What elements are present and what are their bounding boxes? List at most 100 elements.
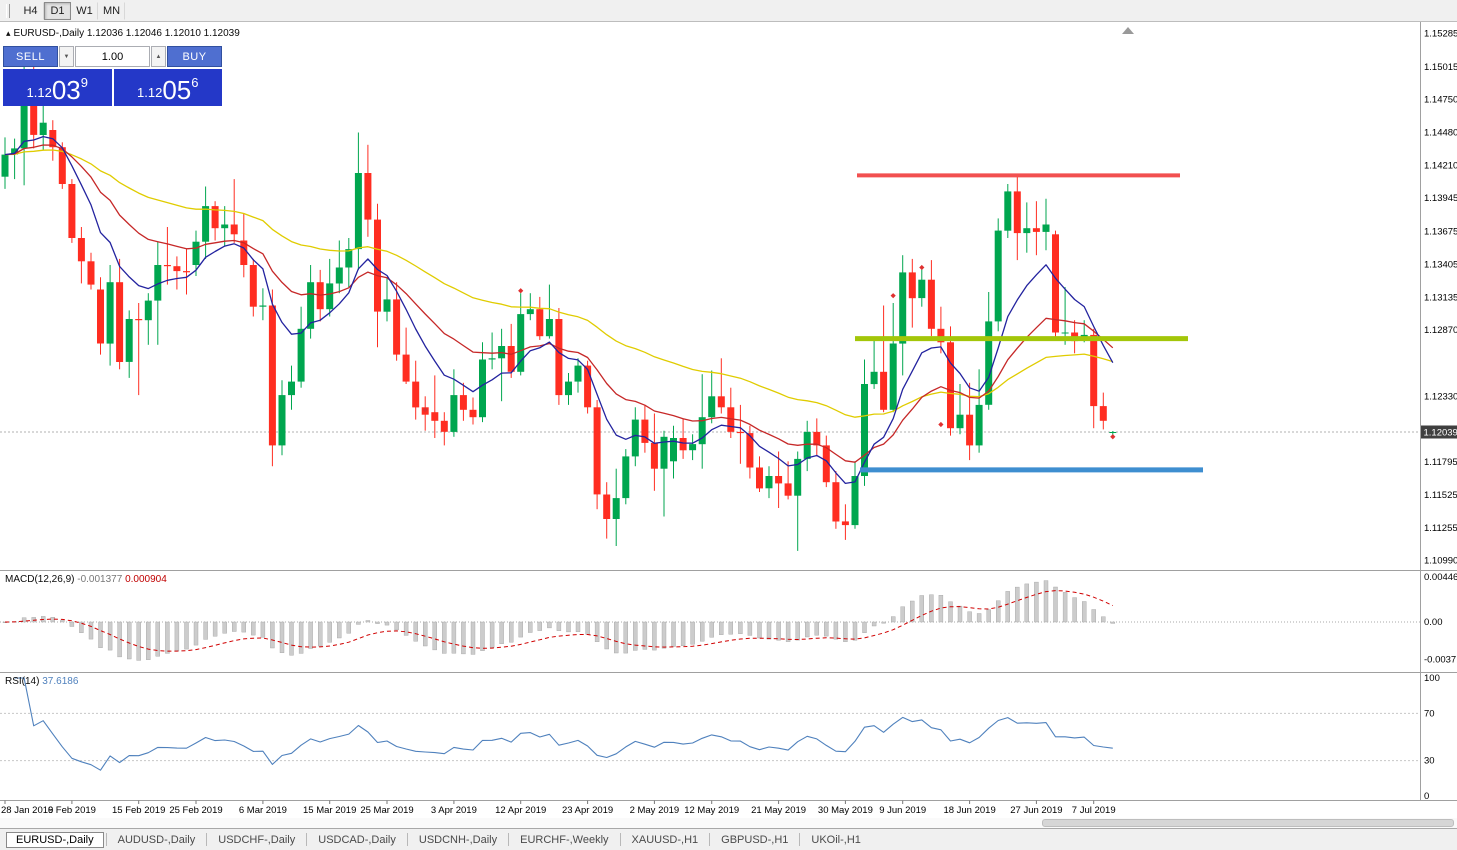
svg-text:12 Apr 2019: 12 Apr 2019 — [495, 805, 546, 816]
tab-usdchf-daily[interactable]: USDCHF-,Daily — [218, 833, 296, 846]
tab-usdcnh-daily[interactable]: USDCNH-,Daily — [418, 833, 498, 846]
svg-text:3 Apr 2019: 3 Apr 2019 — [431, 805, 477, 816]
bid-price-prefix: 1.12 — [26, 85, 52, 100]
svg-text:0.004465: 0.004465 — [1424, 572, 1457, 583]
chart-symbol-title: EURUSD-,Daily — [13, 28, 85, 39]
timeframe-mn-button[interactable]: MN — [98, 1, 125, 20]
svg-text:1.15285: 1.15285 — [1424, 29, 1457, 40]
svg-text:2 May 2019: 2 May 2019 — [630, 805, 680, 816]
svg-text:6 Mar 2019: 6 Mar 2019 — [239, 805, 287, 816]
timeframe-d1-button[interactable]: D1 — [44, 1, 71, 20]
macd-signal-value: 0.000904 — [125, 574, 167, 585]
ma-fast-line — [4, 135, 1114, 485]
volume-input[interactable] — [75, 46, 150, 67]
tab-ukoil-h1[interactable]: UKOil-,H1 — [811, 833, 861, 846]
ma-mid-line — [4, 144, 1114, 463]
timeframe-h4-button[interactable]: H4 — [17, 1, 44, 20]
tab-separator — [709, 833, 711, 846]
svg-text:70: 70 — [1424, 708, 1435, 719]
svg-text:1.12870: 1.12870 — [1424, 325, 1457, 336]
svg-text:12 May 2019: 12 May 2019 — [684, 805, 739, 816]
rsi-indicator-label: RSI(14) 37.6186 — [5, 676, 78, 687]
chart-tabs-bar: EURUSD-,Daily AUDUSD-,Daily USDCHF-,Dail… — [0, 828, 1457, 850]
svg-text:27 Jun 2019: 27 Jun 2019 — [1010, 805, 1062, 816]
svg-text:1.14750: 1.14750 — [1424, 94, 1457, 105]
chart-shift-marker-icon[interactable] — [1122, 27, 1134, 34]
timeframe-toolbar: H4 D1 W1 MN — [0, 0, 1457, 22]
rsi-value: 37.6186 — [42, 676, 79, 687]
svg-text:28 Jan 2019: 28 Jan 2019 — [1, 805, 53, 816]
svg-text:15 Mar 2019: 15 Mar 2019 — [303, 805, 356, 816]
svg-text:1.14210: 1.14210 — [1424, 161, 1457, 172]
ask-price-prefix: 1.12 — [137, 85, 163, 100]
svg-text:23 Apr 2019: 23 Apr 2019 — [562, 805, 613, 816]
tab-separator — [105, 833, 107, 846]
svg-text:21 May 2019: 21 May 2019 — [751, 805, 806, 816]
svg-text:1.11255: 1.11255 — [1424, 523, 1457, 534]
svg-text:1.12330: 1.12330 — [1424, 391, 1457, 402]
svg-text:15 Feb 2019: 15 Feb 2019 — [112, 805, 165, 816]
timeframe-w1-button[interactable]: W1 — [71, 1, 98, 20]
svg-text:25 Feb 2019: 25 Feb 2019 — [169, 805, 222, 816]
svg-text:-0.003715: -0.003715 — [1424, 655, 1457, 666]
bid-quote-box[interactable]: 1.12 03 9 — [3, 69, 112, 106]
macd-name: MACD(12,26,9) — [5, 574, 75, 585]
svg-text:30: 30 — [1424, 756, 1435, 767]
svg-text:1.11795: 1.11795 — [1424, 457, 1457, 468]
candles — [1, 51, 1117, 551]
volume-increase-icon[interactable]: ▲ — [151, 46, 166, 67]
scrollbar-thumb[interactable] — [1042, 819, 1454, 827]
svg-text:1.13945: 1.13945 — [1424, 193, 1457, 204]
tab-separator — [508, 833, 510, 846]
svg-text:0: 0 — [1424, 791, 1429, 802]
tab-audusd-daily[interactable]: AUDUSD-,Daily — [117, 833, 196, 846]
svg-text:9 Jun 2019: 9 Jun 2019 — [879, 805, 926, 816]
price-axis[interactable]: 1.15285 1.15015 1.14750 1.14480 1.14210 1.139… — [1420, 22, 1457, 802]
tab-gbpusd-h1[interactable]: GBPUSD-,H1 — [721, 833, 789, 846]
macd-panel — [0, 580, 1420, 661]
svg-text:18 Jun 2019: 18 Jun 2019 — [943, 805, 995, 816]
svg-text:1.15015: 1.15015 — [1424, 62, 1457, 73]
macd-main-value: -0.001377 — [77, 574, 123, 585]
volume-decrease-icon[interactable]: ▼ — [59, 46, 74, 67]
bid-price-big-digits: 03 — [51, 75, 81, 106]
horizontal-scrollbar — [0, 818, 1457, 828]
ma-slow-line — [4, 149, 1113, 418]
svg-text:30 May 2019: 30 May 2019 — [818, 805, 873, 816]
chart-ohlc-line: ▴ EURUSD-,Daily 1.12036 1.12046 1.12010 1… — [6, 28, 240, 39]
tab-usdcad-daily[interactable]: USDCAD-,Daily — [318, 833, 396, 846]
tab-eurusd-daily[interactable]: EURUSD-,Daily — [6, 831, 104, 848]
tab-separator — [406, 833, 408, 846]
svg-text:1.13405: 1.13405 — [1424, 259, 1457, 270]
bid-price-point: 9 — [80, 75, 88, 90]
ask-price-point: 6 — [191, 75, 199, 90]
svg-text:0.00: 0.00 — [1424, 617, 1443, 628]
tab-xauusd-h1[interactable]: XAUUSD-,H1 — [631, 833, 699, 846]
svg-text:25 Mar 2019: 25 Mar 2019 — [360, 805, 413, 816]
svg-text:100: 100 — [1424, 673, 1440, 684]
tab-separator — [619, 833, 621, 846]
trade-markers — [422, 264, 1116, 440]
macd-indicator-label: MACD(12,26,9) -0.001377 0.000904 — [5, 574, 167, 585]
rsi-panel — [0, 677, 1420, 771]
one-click-collapse-icon[interactable]: ▴ — [6, 28, 11, 38]
svg-text:6 Feb 2019: 6 Feb 2019 — [48, 805, 96, 816]
buy-button[interactable]: BUY — [167, 46, 222, 67]
toolbar-grip[interactable] — [6, 3, 10, 18]
svg-text:1.13135: 1.13135 — [1424, 293, 1457, 304]
sell-button[interactable]: SELL — [3, 46, 58, 67]
tab-separator — [306, 833, 308, 846]
tab-eurchf-weekly[interactable]: EURCHF-,Weekly — [520, 833, 609, 846]
ask-quote-box[interactable]: 1.12 05 6 — [113, 69, 222, 106]
tab-separator — [206, 833, 208, 846]
ask-price-big-digits: 05 — [162, 75, 192, 106]
svg-text:1.13675: 1.13675 — [1424, 226, 1457, 237]
chart-ohlc-values: 1.12036 1.12046 1.12010 1.12039 — [86, 28, 240, 39]
svg-text:1.11525: 1.11525 — [1424, 490, 1457, 501]
rsi-name: RSI(14) — [5, 676, 40, 687]
svg-text:7 Jul 2019: 7 Jul 2019 — [1072, 805, 1116, 816]
